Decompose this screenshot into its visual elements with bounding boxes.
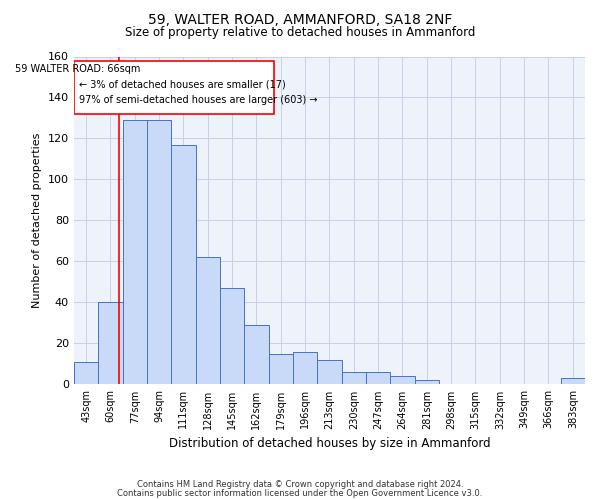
Bar [560, 378, 585, 384]
Bar [341, 372, 366, 384]
FancyBboxPatch shape [74, 60, 274, 114]
Bar [122, 120, 147, 384]
Bar [317, 360, 341, 384]
Text: Contains public sector information licensed under the Open Government Licence v3: Contains public sector information licen… [118, 488, 482, 498]
Bar [171, 144, 196, 384]
Bar [244, 325, 269, 384]
Bar [293, 352, 317, 384]
Text: 59 WALTER ROAD: 66sqm: 59 WALTER ROAD: 66sqm [16, 64, 141, 74]
Text: Size of property relative to detached houses in Ammanford: Size of property relative to detached ho… [125, 26, 475, 39]
Text: 59, WALTER ROAD, AMMANFORD, SA18 2NF: 59, WALTER ROAD, AMMANFORD, SA18 2NF [148, 12, 452, 26]
Bar [98, 302, 122, 384]
Bar [366, 372, 391, 384]
Text: ← 3% of detached houses are smaller (17): ← 3% of detached houses are smaller (17) [79, 79, 286, 89]
Bar [220, 288, 244, 384]
Bar [147, 120, 171, 384]
Text: 97% of semi-detached houses are larger (603) →: 97% of semi-detached houses are larger (… [79, 96, 318, 106]
Bar [391, 376, 415, 384]
Text: Contains HM Land Registry data © Crown copyright and database right 2024.: Contains HM Land Registry data © Crown c… [137, 480, 463, 489]
Bar [74, 362, 98, 384]
X-axis label: Distribution of detached houses by size in Ammanford: Distribution of detached houses by size … [169, 437, 490, 450]
Y-axis label: Number of detached properties: Number of detached properties [32, 133, 43, 308]
Bar [196, 258, 220, 384]
Bar [269, 354, 293, 384]
Bar [415, 380, 439, 384]
